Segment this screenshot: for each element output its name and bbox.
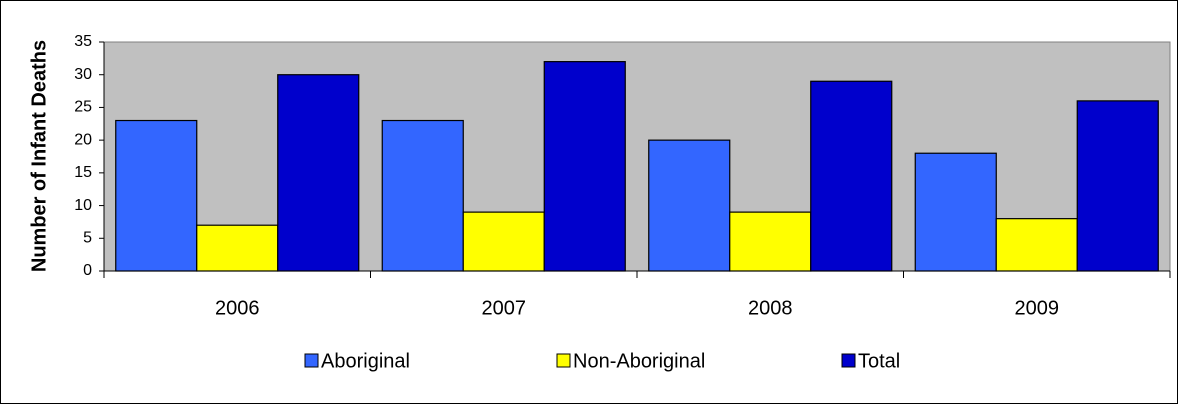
bar bbox=[914, 152, 997, 272]
bar bbox=[277, 74, 360, 272]
legend-label: Non-Aboriginal bbox=[573, 350, 705, 372]
y-tick-label: 5 bbox=[83, 230, 92, 247]
y-tick-label: 15 bbox=[74, 164, 92, 181]
y-tick-label: 0 bbox=[83, 262, 92, 279]
bar bbox=[1076, 100, 1159, 272]
bar bbox=[810, 80, 893, 272]
y-tick-label: 30 bbox=[74, 66, 92, 83]
legend-swatch bbox=[556, 353, 571, 368]
x-tick-label: 2007 bbox=[482, 297, 527, 319]
bar bbox=[729, 211, 812, 272]
x-tick-label: 2008 bbox=[748, 297, 793, 319]
bar bbox=[543, 61, 626, 272]
bar bbox=[648, 139, 731, 272]
y-tick-label: 25 bbox=[74, 99, 92, 116]
x-tick-label: 2009 bbox=[1015, 297, 1060, 319]
bar bbox=[115, 119, 198, 272]
y-axis-label: Number of Infant Deaths bbox=[28, 40, 50, 272]
legend-swatch bbox=[841, 353, 856, 368]
bar bbox=[381, 119, 464, 272]
y-tick-label: 35 bbox=[74, 33, 92, 50]
y-tick-label: 10 bbox=[74, 197, 92, 214]
y-tick-label: 20 bbox=[74, 131, 92, 148]
x-tick-label: 2006 bbox=[215, 297, 260, 319]
bar bbox=[462, 211, 545, 272]
legend-swatch bbox=[304, 353, 319, 368]
bar bbox=[196, 224, 279, 272]
legend-label: Total bbox=[858, 350, 900, 372]
legend-label: Aboriginal bbox=[321, 350, 410, 372]
bar bbox=[995, 218, 1078, 272]
